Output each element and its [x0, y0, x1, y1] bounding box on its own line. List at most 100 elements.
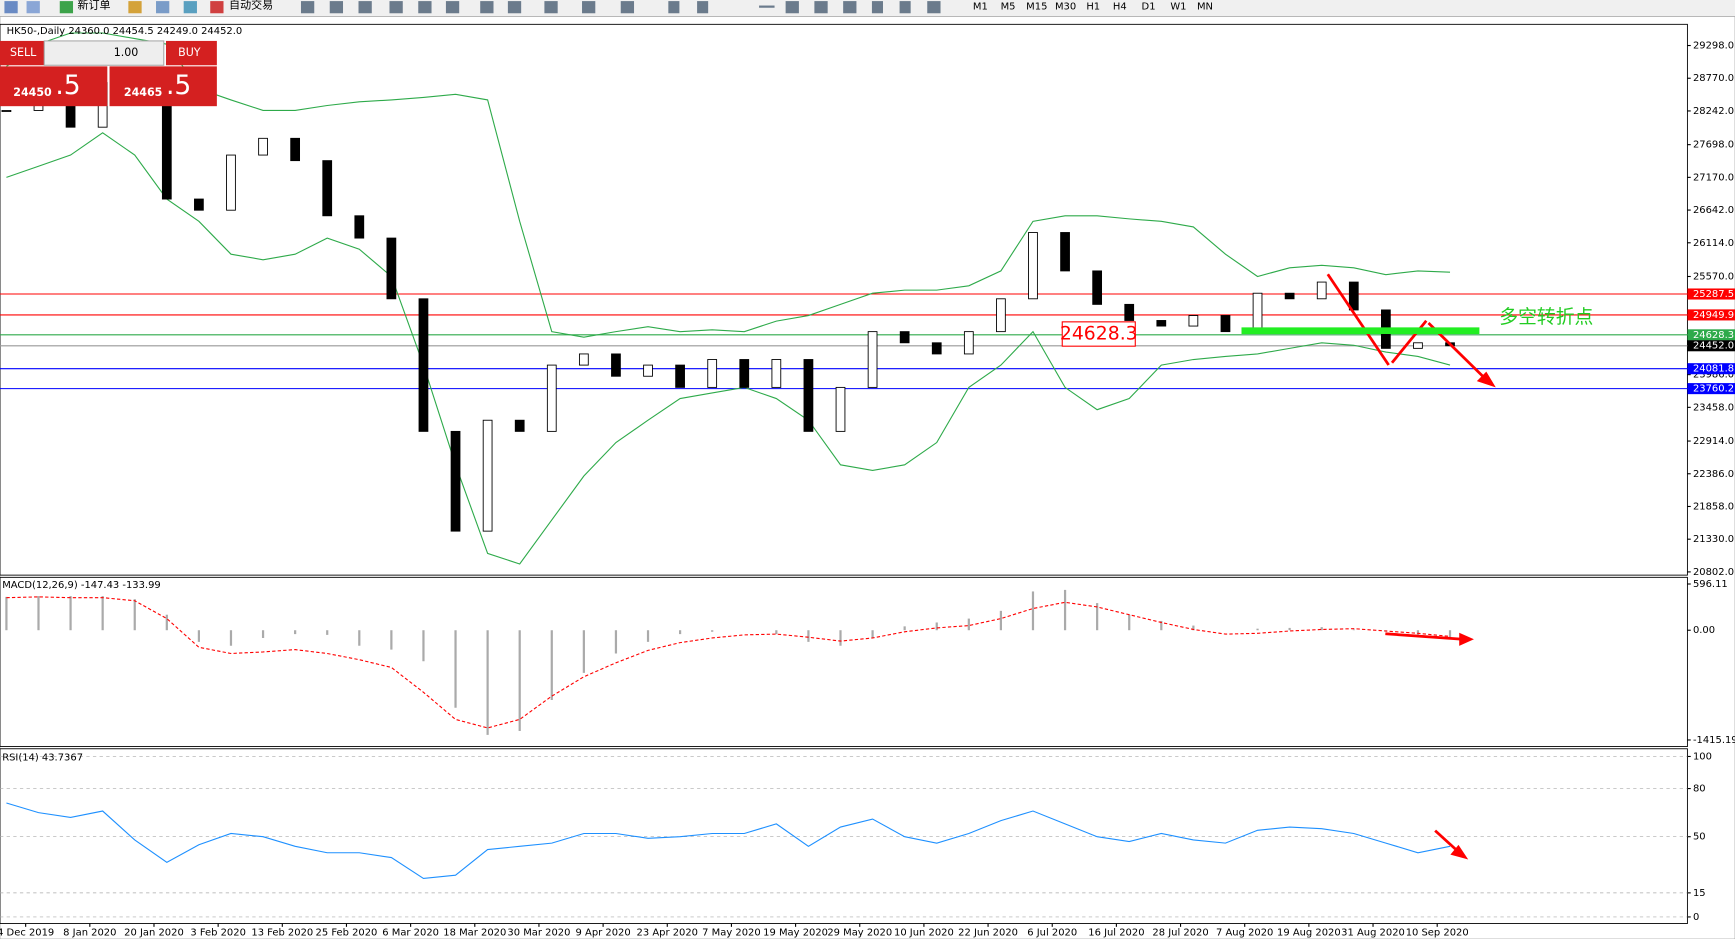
buy-price[interactable]: 24465	[124, 86, 162, 99]
price-level-tag	[1687, 363, 1735, 375]
rsi-title: RSI(14) 43.7367	[2, 753, 83, 764]
new-order-button[interactable]: 新订单	[77, 0, 110, 12]
tool-icon[interactable]	[668, 1, 680, 14]
candle-body	[643, 364, 653, 377]
tool-icon[interactable]	[507, 1, 522, 14]
x-tick-label: 25 Feb 2020	[316, 927, 378, 938]
tool-icon[interactable]	[300, 1, 315, 14]
timeframe-button[interactable]: M30	[1055, 2, 1076, 13]
y-tick-label: 28770.0	[1693, 73, 1734, 84]
tool-icon[interactable]	[899, 1, 911, 14]
timeframe-button[interactable]: H1	[1086, 2, 1100, 13]
tool-icon[interactable]	[582, 1, 596, 14]
y-tick-label: 50	[1693, 832, 1706, 843]
tool-icon[interactable]	[418, 1, 432, 14]
y-tick-label: 29298.0	[1693, 41, 1734, 52]
candle-body	[514, 419, 525, 432]
sell-pips[interactable]: .5	[55, 70, 80, 101]
y-tick-label: 21330.0	[1693, 534, 1734, 545]
toolbar-icon[interactable]	[156, 1, 170, 14]
tool-icon[interactable]	[843, 1, 857, 14]
timeframe-button[interactable]: MN	[1197, 2, 1213, 13]
buy-price-box[interactable]	[109, 66, 217, 107]
y-tick-label: 22914.0	[1693, 436, 1734, 447]
macd-panel	[0, 576, 1688, 747]
toolbar-icon[interactable]	[183, 1, 197, 14]
tool-icon[interactable]	[927, 1, 941, 14]
buy-button[interactable]	[165, 40, 217, 66]
candle-body	[482, 419, 493, 532]
sell-price-box[interactable]	[0, 66, 108, 107]
x-tick-label: 18 Mar 2020	[443, 927, 506, 938]
tool-icon[interactable]	[329, 1, 344, 14]
arrowhead	[1450, 844, 1469, 860]
candle-body	[1348, 281, 1359, 311]
candle-body	[386, 237, 397, 300]
y-tick-label: 21858.0	[1693, 501, 1734, 512]
candle-body	[739, 359, 750, 388]
tool-icon[interactable]	[759, 5, 775, 8]
price-level-label: 25287.5	[1693, 289, 1734, 300]
x-tick-label: 19 Aug 2020	[1277, 927, 1341, 938]
y-tick-label: 22386.0	[1693, 469, 1734, 480]
candle-body	[161, 104, 172, 200]
auto-trading-button[interactable]: 自动交易	[229, 0, 273, 12]
timeframe-button[interactable]: M15	[1026, 2, 1047, 13]
toolbar	[0, 0, 1735, 17]
sell-price[interactable]: 24450	[13, 86, 52, 99]
candle-body	[1188, 315, 1199, 327]
timeframe-button[interactable]: H4	[1113, 2, 1127, 13]
y-tick-label: 28242.0	[1693, 106, 1734, 117]
buy-label[interactable]: BUY	[178, 46, 201, 59]
timeframe-button[interactable]: M1	[973, 2, 988, 13]
bollinger-upper	[6, 32, 1451, 338]
candle-body	[867, 331, 878, 388]
x-tick-label: 9 Apr 2020	[576, 927, 631, 938]
tool-icon[interactable]	[480, 1, 494, 14]
y-tick-label: 27698.0	[1693, 140, 1734, 151]
price-level-label: 24452.0	[1693, 341, 1734, 352]
y-tick-label: 20802.0	[1693, 567, 1734, 578]
annotation: 多空转折点	[1499, 306, 1593, 328]
new-order-icon[interactable]	[59, 1, 74, 14]
timeframe-button[interactable]: W1	[1170, 2, 1186, 13]
arrow	[1326, 273, 1390, 366]
tool-icon[interactable]	[620, 1, 635, 14]
timeframe-button[interactable]: M5	[1001, 2, 1016, 13]
tool-icon[interactable]	[389, 1, 403, 14]
candle-body	[65, 104, 76, 128]
lot-input[interactable]	[43, 40, 165, 66]
candle-body	[194, 198, 204, 211]
sell-label[interactable]: SELL	[10, 46, 37, 59]
toolbar-icon[interactable]	[26, 1, 40, 14]
candle-body	[290, 137, 301, 162]
toolbar-icon[interactable]	[128, 1, 142, 14]
y-tick-label: 596.11	[1693, 579, 1728, 590]
lot-value[interactable]: 1.00	[114, 46, 139, 59]
x-tick-label: 10 Sep 2020	[1406, 927, 1469, 938]
tool-icon[interactable]	[445, 1, 460, 14]
tool-icon[interactable]	[697, 1, 709, 14]
candle-body	[1316, 281, 1327, 300]
candle-body	[707, 359, 718, 388]
macd-title: MACD(12,26,9) -147.43 -133.99	[2, 580, 161, 591]
drawing-tools	[300, 1, 941, 14]
price-level-label: 24949.9	[1693, 310, 1734, 321]
buy-pips[interactable]: .5	[166, 70, 191, 101]
tool-icon[interactable]	[544, 1, 558, 14]
price-level-tag	[1687, 288, 1735, 300]
y-tick-label: 0	[1693, 912, 1699, 923]
toolbar-icon[interactable]	[4, 1, 18, 14]
x-tick-label: 29 May 2020	[827, 927, 892, 938]
price-marker: 24628.3	[1060, 324, 1138, 345]
candle-body	[546, 364, 557, 432]
tool-icon[interactable]	[785, 1, 799, 14]
timeframe-button[interactable]: D1	[1142, 2, 1156, 13]
tool-icon[interactable]	[814, 1, 828, 14]
rsi-line	[6, 802, 1451, 879]
auto-trading-icon[interactable]	[210, 1, 224, 14]
sell-button[interactable]	[0, 40, 45, 66]
timeframes: M1 M5 M15 M30 H1 H4 D1 W1 MN	[973, 2, 1213, 13]
tool-icon[interactable]	[871, 1, 883, 14]
tool-icon[interactable]	[358, 1, 372, 14]
